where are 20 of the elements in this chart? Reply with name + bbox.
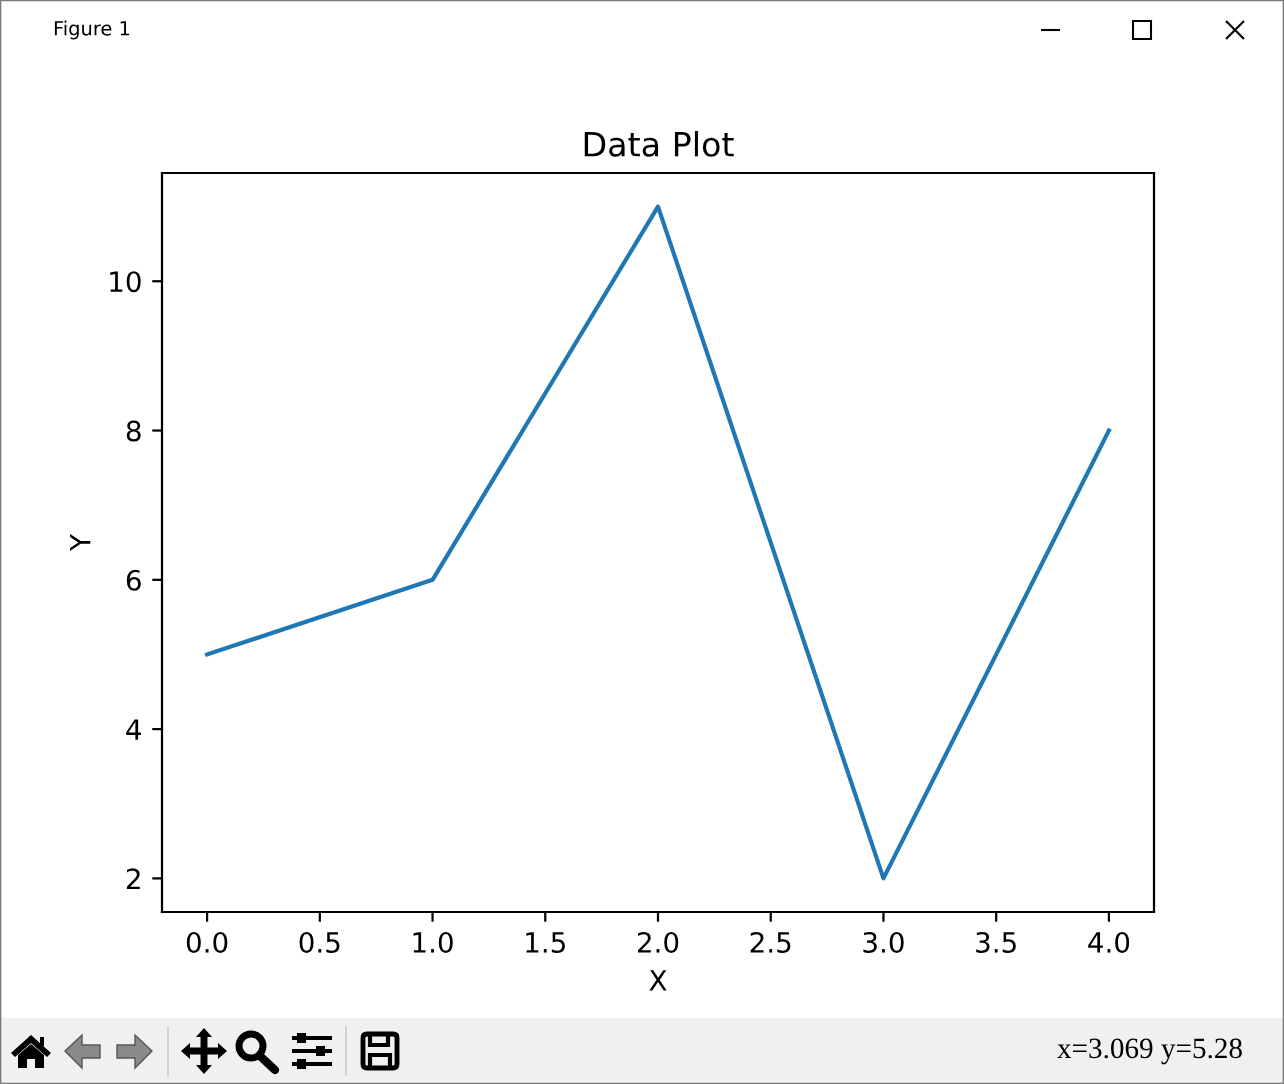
y-tick-label: 6 (126, 569, 141, 591)
x-tick-label: 4.0 (1088, 931, 1130, 953)
x-tick-label: 3.0 (863, 931, 904, 953)
x-axis-title: X (649, 970, 667, 991)
x-tick-label: 3.5 (976, 931, 1016, 953)
text: x=3.069 y=5.28 (1057, 1038, 1242, 1065)
y-tick-label: 2 (126, 868, 140, 889)
chart-title: Data Plot (584, 131, 734, 157)
x-tick-label: 2.0 (637, 931, 679, 953)
y-tick-label: 4 (126, 719, 141, 740)
caption: Figure 1 (54, 20, 130, 40)
y-tick-label: 8 (126, 420, 141, 442)
x-tick-label: 2.5 (750, 931, 791, 953)
x-tick-label: 0.5 (299, 931, 340, 953)
line-series (205, 204, 1111, 881)
y-tick-label: 10 (110, 271, 141, 293)
y-axis-title: Y (70, 533, 91, 552)
x-tick-label: 0.0 (186, 931, 228, 953)
x-tick-label: 1.5 (526, 932, 565, 953)
x-tick-label: 1.0 (413, 931, 453, 953)
